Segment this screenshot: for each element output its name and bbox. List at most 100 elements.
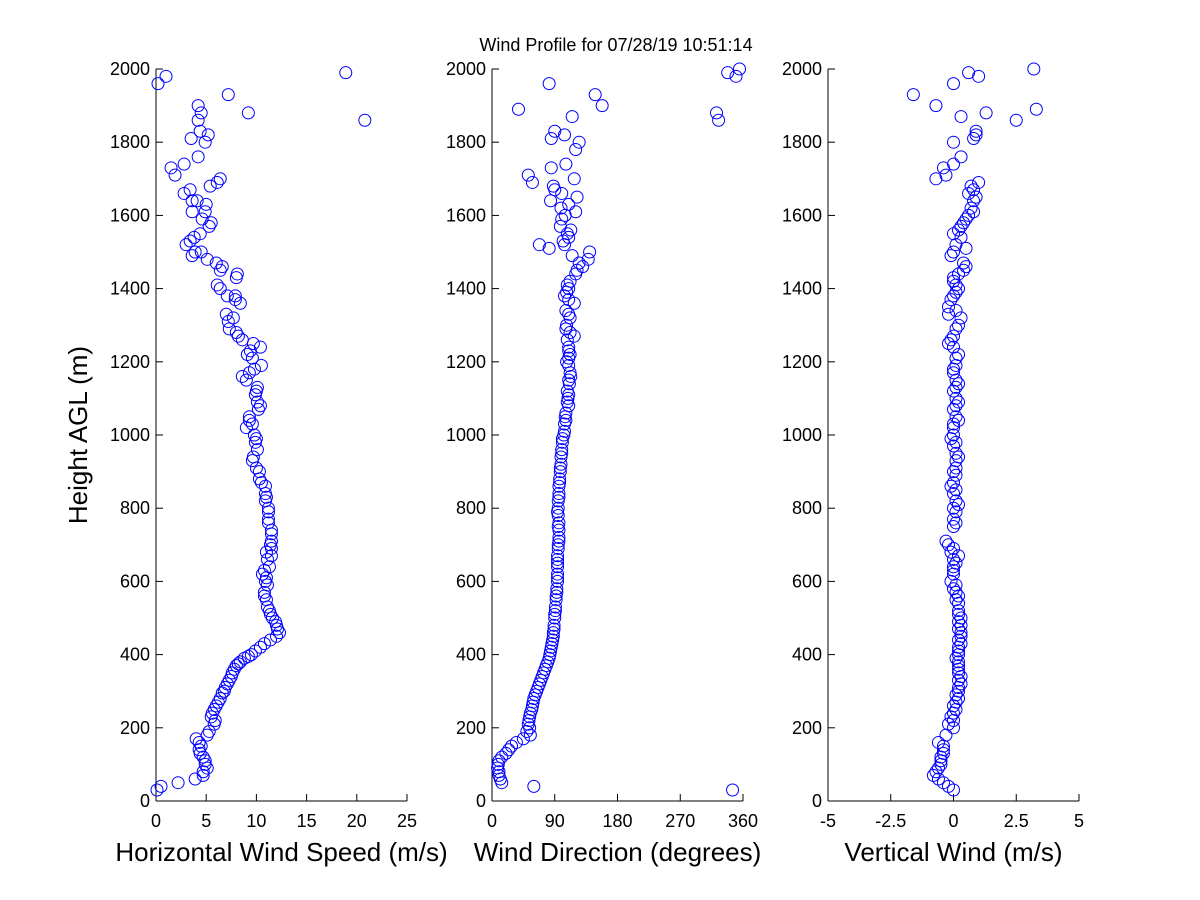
panel-direction: 0 200 400 600 800 1000 1200 1400 1600 1800 2000 0 90… (446, 59, 761, 867)
data-point (552, 487, 566, 501)
data-point (949, 285, 963, 299)
data-point (952, 633, 966, 647)
data-point (721, 66, 735, 80)
data-point (194, 106, 208, 120)
data-point (154, 779, 168, 793)
data-point (549, 593, 563, 607)
data-point (944, 545, 958, 559)
data-point (358, 113, 372, 127)
x-tick-label: 20 (347, 811, 367, 831)
data-point (210, 175, 224, 189)
data-point (952, 589, 966, 603)
x-tick-label: 0 (948, 811, 958, 831)
data-point (213, 263, 227, 277)
data-point (188, 245, 202, 259)
data-point (939, 534, 953, 548)
y-tick-label: 1400 (782, 279, 822, 299)
data-point (191, 113, 205, 127)
data-point (546, 626, 560, 640)
data-point (947, 541, 960, 555)
data-point (552, 523, 566, 537)
figure-title: Wind Profile for 07/28/19 10:51:14 (479, 35, 752, 55)
data-point (168, 168, 182, 182)
data-point (947, 560, 960, 574)
data-point (548, 124, 562, 138)
data-point (190, 194, 204, 208)
data-point (559, 304, 573, 318)
data-point (215, 686, 229, 700)
data-point (250, 443, 264, 457)
data-point (159, 69, 173, 83)
data-point (260, 600, 274, 614)
y-tick-label: 600 (120, 571, 150, 591)
data-point (252, 465, 266, 479)
data-point (551, 567, 565, 581)
data-point (941, 300, 955, 314)
data-point (339, 66, 353, 80)
data-point (554, 201, 568, 215)
data-point (559, 157, 573, 171)
data-point (964, 201, 978, 215)
data-point (947, 245, 960, 259)
data-point (947, 417, 960, 431)
data-point (729, 69, 743, 83)
data-point (929, 172, 943, 186)
data-point (525, 175, 539, 189)
data-point (947, 271, 960, 285)
data-point (202, 724, 216, 738)
data-point (553, 472, 567, 486)
data-point (1009, 113, 1023, 127)
data-point (931, 761, 945, 775)
data-point (947, 476, 960, 490)
data-point (555, 186, 569, 200)
x-tick-label: -5 (820, 811, 836, 831)
data-point (194, 739, 208, 753)
data-point (949, 446, 963, 460)
data-point (198, 757, 212, 771)
data-point (229, 271, 243, 285)
data-point (179, 238, 193, 252)
x-tick-label: 10 (246, 811, 266, 831)
data-point (949, 468, 963, 482)
data-point (952, 622, 966, 636)
data-point (972, 69, 986, 83)
data-point (967, 132, 981, 146)
data-point (551, 538, 565, 552)
data-point (245, 351, 259, 365)
data-point (177, 157, 191, 171)
data-point (207, 703, 221, 716)
data-point (947, 402, 960, 416)
data-points-speed (150, 66, 372, 797)
y-tick-label: 1400 (110, 279, 150, 299)
y-tick-label: 1200 (446, 352, 486, 372)
data-point (257, 563, 271, 577)
data-point (203, 179, 217, 193)
data-point (215, 260, 229, 274)
data-point (255, 567, 269, 581)
data-point (150, 783, 164, 797)
data-point (959, 260, 973, 274)
data-point (972, 175, 986, 189)
data-point (188, 772, 202, 786)
y-tick-label: 400 (792, 645, 822, 665)
data-point (949, 358, 963, 372)
data-point (548, 600, 562, 614)
data-point (211, 695, 225, 709)
data-point (962, 66, 976, 80)
data-point (192, 735, 206, 749)
y-tick-label: 600 (456, 571, 486, 591)
data-point (947, 135, 960, 149)
data-point (258, 479, 272, 493)
data-point (949, 435, 963, 449)
y-tick-label: 1400 (446, 279, 486, 299)
data-point (947, 706, 960, 720)
data-point (567, 172, 581, 186)
data-point (549, 589, 563, 603)
y-tick-label: 0 (812, 791, 822, 811)
data-point (560, 285, 574, 299)
data-point (245, 454, 259, 468)
data-point (246, 337, 260, 350)
data-point (947, 520, 960, 533)
data-point (207, 717, 221, 731)
